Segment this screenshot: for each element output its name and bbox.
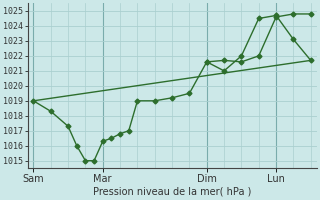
- X-axis label: Pression niveau de la mer( hPa ): Pression niveau de la mer( hPa ): [93, 187, 251, 197]
